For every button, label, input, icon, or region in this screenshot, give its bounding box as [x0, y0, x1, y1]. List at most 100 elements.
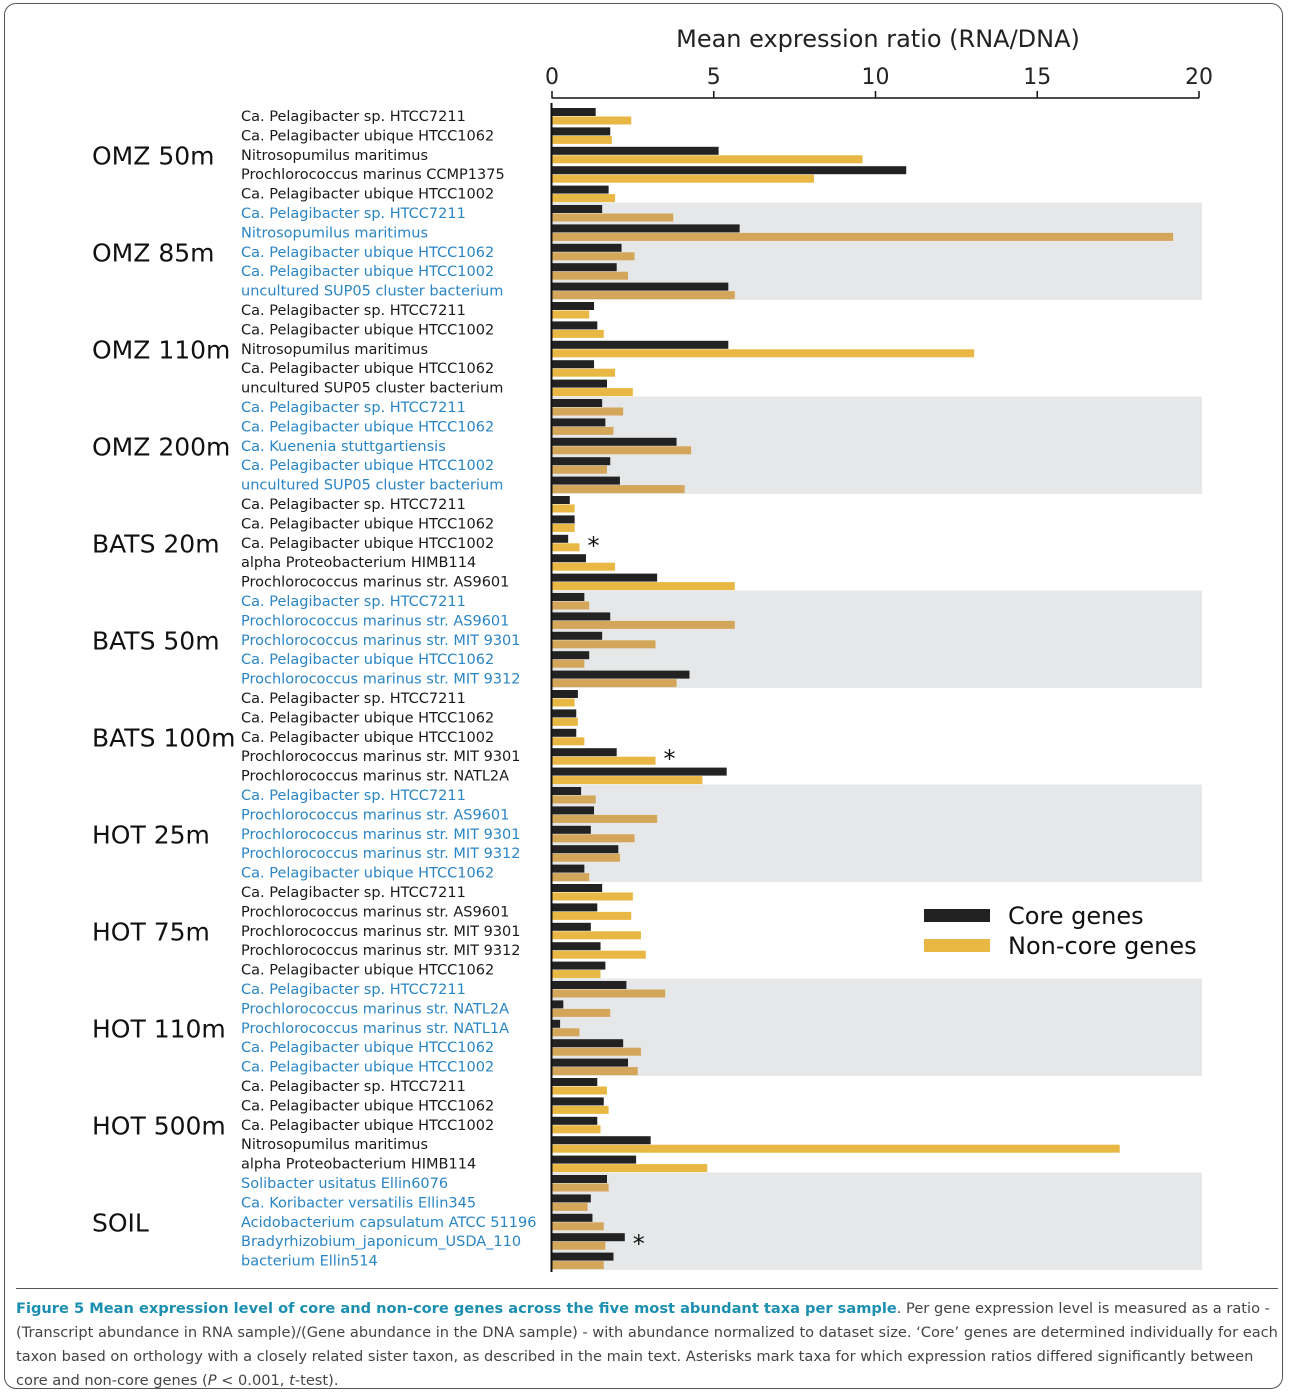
noncore-bar	[552, 485, 685, 494]
noncore-bar	[552, 135, 612, 144]
taxon-label: Ca. Pelagibacter ubique HTCC1002	[241, 458, 494, 474]
noncore-bar	[552, 1144, 1120, 1153]
noncore-bar	[552, 970, 601, 979]
x-tick-label: 10	[862, 65, 890, 90]
taxon-label: alpha Proteobacterium HIMB114	[241, 1157, 476, 1173]
taxon-label: Prochlorococcus marinus str. MIT 9301	[241, 633, 521, 649]
core-bar	[552, 379, 607, 388]
sample-label: HOT 75m	[92, 918, 210, 947]
core-bar	[552, 670, 690, 679]
noncore-bar	[552, 426, 614, 435]
core-bar	[552, 612, 611, 621]
noncore-bar	[552, 232, 1174, 241]
taxon-label: Ca. Pelagibacter ubique HTCC1002	[241, 1118, 494, 1134]
noncore-bar	[552, 465, 607, 474]
noncore-bar	[552, 310, 590, 319]
core-bar	[552, 651, 590, 660]
taxon-label: Ca. Pelagibacter ubique HTCC1062	[241, 419, 494, 435]
taxon-label: Nitrosopumilus maritimus	[241, 1137, 428, 1153]
noncore-bar	[552, 446, 692, 455]
taxon-label: bacterium Ellin514	[241, 1254, 378, 1270]
x-tick-label: 5	[707, 65, 721, 90]
noncore-bar	[552, 291, 735, 300]
core-bar	[552, 321, 598, 330]
taxon-label: Ca. Pelagibacter sp. HTCC7211	[241, 594, 466, 610]
noncore-bar	[552, 659, 585, 668]
noncore-bar	[552, 194, 616, 203]
core-bar	[552, 767, 727, 776]
core-bar	[552, 845, 619, 854]
noncore-bar	[552, 1261, 604, 1270]
taxon-label: Ca. Pelagibacter sp. HTCC7211	[241, 109, 466, 125]
taxon-label: Acidobacterium capsulatum ATCC 51196	[241, 1215, 536, 1231]
noncore-bar	[552, 873, 590, 882]
noncore-bar	[552, 737, 585, 746]
noncore-bar	[552, 174, 815, 183]
noncore-bar	[552, 679, 677, 688]
sample-label: BATS 20m	[92, 530, 220, 559]
taxon-label: Ca. Pelagibacter ubique HTCC1062	[241, 1098, 494, 1114]
noncore-bar	[552, 116, 632, 125]
noncore-bar	[552, 523, 575, 532]
taxon-label: uncultured SUP05 cluster bacterium	[241, 381, 503, 397]
taxon-label: Ca. Pelagibacter ubique HTCC1002	[241, 536, 494, 552]
noncore-bar	[552, 640, 656, 649]
core-bar	[552, 282, 729, 291]
core-bar	[552, 166, 907, 175]
noncore-bar	[552, 1105, 609, 1114]
caption-p-letter: P	[207, 1372, 217, 1389]
sample-band	[552, 1172, 1202, 1270]
taxon-label: Solibacter usitatus Ellin6076	[241, 1176, 448, 1192]
core-bar	[552, 884, 603, 892]
core-bar	[552, 127, 611, 136]
taxon-label: Ca. Pelagibacter ubique HTCC1062	[241, 128, 494, 144]
x-tick-label: 20	[1185, 65, 1213, 90]
core-bar	[552, 748, 617, 757]
noncore-bar	[552, 814, 658, 823]
core-bar	[552, 243, 622, 252]
taxon-label: Bradyrhizobium_japonicum_USDA_110	[241, 1234, 521, 1250]
significance-asterisk: *	[587, 532, 599, 560]
noncore-bar	[552, 252, 635, 261]
core-bar	[552, 108, 596, 116]
taxon-label: Ca. Pelagibacter ubique HTCC1002	[241, 322, 494, 338]
noncore-bar	[552, 1125, 601, 1134]
core-bar	[552, 515, 575, 524]
x-tick-label: 15	[1023, 65, 1051, 90]
taxon-label: Ca. Pelagibacter ubique HTCC1062	[241, 1040, 494, 1056]
noncore-bar	[552, 368, 616, 377]
core-bar	[552, 942, 601, 951]
noncore-bar	[552, 504, 575, 513]
legend-label-noncore: Non-core genes	[1008, 932, 1197, 960]
taxon-label: Ca. Pelagibacter sp. HTCC7211	[241, 303, 466, 319]
taxon-label: alpha Proteobacterium HIMB114	[241, 555, 476, 571]
core-bar	[552, 1194, 591, 1203]
noncore-bar	[552, 756, 656, 765]
core-bar	[552, 496, 570, 504]
noncore-bar	[552, 1241, 606, 1250]
sample-label: BATS 100m	[92, 724, 235, 753]
core-bar	[552, 825, 591, 834]
noncore-bar	[552, 1067, 638, 1076]
core-bar	[552, 1252, 614, 1261]
core-bar	[552, 573, 658, 582]
core-bar	[552, 1097, 604, 1106]
noncore-bar	[552, 989, 666, 998]
taxon-label: Ca. Pelagibacter sp. HTCC7211	[241, 788, 466, 804]
taxon-label: Ca. Pelagibacter ubique HTCC1062	[241, 710, 494, 726]
core-bar	[552, 185, 609, 194]
caption-body: . Per gene expression level is measured …	[16, 1300, 1278, 1389]
expression-chart: Mean expression ratio (RNA/DNA) 0 5 10 15 20…	[92, 25, 1213, 1272]
noncore-bar	[552, 834, 635, 843]
chart-title: Mean expression ratio (RNA/DNA)	[676, 25, 1080, 53]
taxon-label: Ca. Pelagibacter sp. HTCC7211	[241, 400, 466, 416]
core-bar	[552, 1000, 564, 1009]
noncore-bar	[552, 892, 633, 901]
noncore-bar	[552, 931, 641, 940]
taxon-label: Ca. Pelagibacter sp. HTCC7211	[241, 691, 466, 707]
noncore-bar	[552, 562, 616, 571]
taxon-label: Ca. Pelagibacter ubique HTCC1062	[241, 963, 494, 979]
core-bar	[552, 360, 595, 369]
noncore-bar	[552, 1008, 611, 1017]
taxon-label: Ca. Kuenenia stuttgartiensis	[241, 439, 446, 455]
